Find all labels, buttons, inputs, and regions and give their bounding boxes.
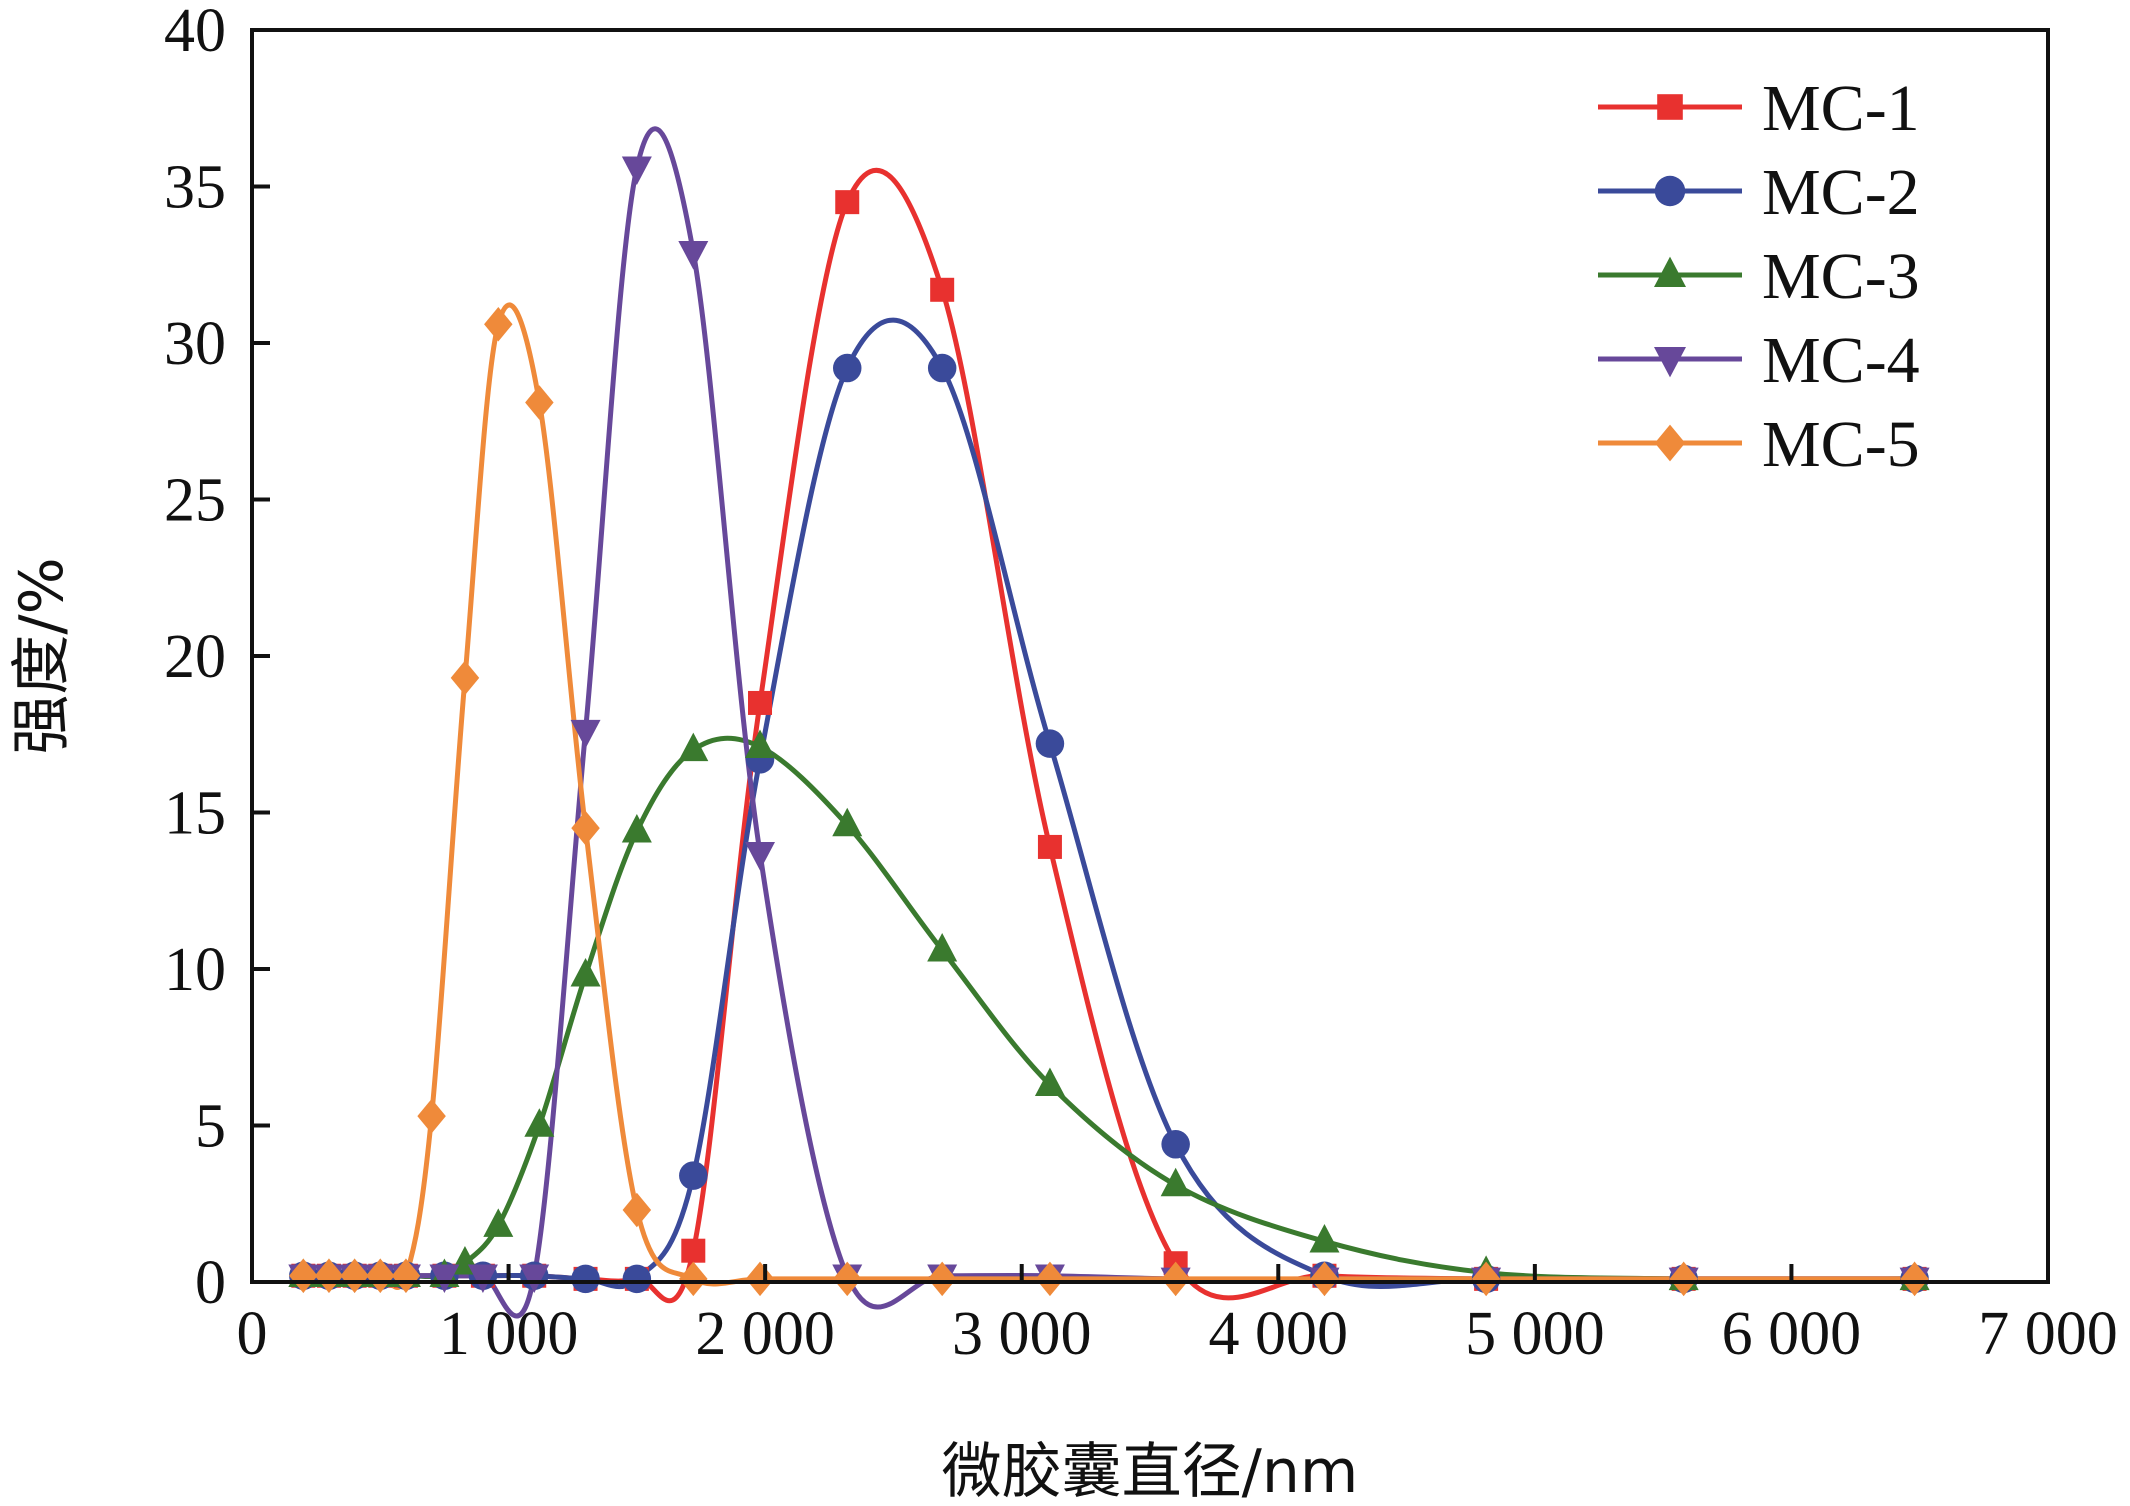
y-tick-label: 30 bbox=[164, 310, 226, 378]
data-point-mc-5 bbox=[314, 1258, 344, 1293]
data-point-mc-1 bbox=[748, 690, 773, 715]
data-point-mc-5 bbox=[1669, 1261, 1698, 1297]
y-tick-label: 40 bbox=[164, 0, 226, 65]
data-point-mc-2 bbox=[571, 1264, 600, 1294]
legend-marker-mc-1 bbox=[1657, 94, 1683, 120]
data-point-mc-4 bbox=[678, 240, 709, 270]
legend-marker-mc-5 bbox=[1654, 424, 1686, 462]
data-point-mc-2 bbox=[1035, 729, 1065, 758]
data-point-mc-5 bbox=[927, 1261, 957, 1297]
data-point-mc-4 bbox=[621, 156, 652, 185]
data-point-mc-5 bbox=[1900, 1261, 1929, 1297]
data-point-mc-3 bbox=[621, 814, 652, 843]
legend-label: MC-3 bbox=[1762, 240, 1920, 313]
data-point-mc-5 bbox=[679, 1261, 708, 1297]
x-axis-title: 微胶囊直径/nm bbox=[942, 1437, 1359, 1506]
data-point-mc-1 bbox=[835, 190, 860, 215]
x-tick-label: 1 000 bbox=[439, 1300, 579, 1368]
data-point-mc-4 bbox=[570, 719, 601, 749]
data-point-mc-2 bbox=[927, 353, 957, 383]
legend-label: MC-1 bbox=[1762, 72, 1920, 145]
data-point-mc-5 bbox=[289, 1258, 318, 1293]
data-point-mc-4 bbox=[429, 1264, 460, 1293]
data-point-mc-5 bbox=[622, 1192, 652, 1228]
y-tick-label: 5 bbox=[195, 1093, 226, 1161]
data-point-mc-3 bbox=[832, 807, 863, 837]
data-point-mc-4 bbox=[519, 1264, 550, 1293]
legend-marker-mc-2 bbox=[1654, 175, 1686, 207]
axis-ticks bbox=[250, 28, 2050, 1284]
data-point-mc-1 bbox=[930, 277, 955, 302]
x-tick-label: 6 000 bbox=[1722, 1300, 1862, 1368]
y-tick-label: 25 bbox=[164, 467, 226, 535]
x-tick-label: 4 000 bbox=[1209, 1300, 1349, 1368]
data-point-mc-3 bbox=[483, 1208, 514, 1237]
data-point-mc-2 bbox=[1161, 1130, 1190, 1159]
x-tick-label: 5 000 bbox=[1465, 1300, 1605, 1368]
data-point-mc-2 bbox=[622, 1264, 652, 1294]
series-curves bbox=[303, 126, 1915, 1319]
data-point-mc-5 bbox=[1310, 1261, 1339, 1297]
y-tick-label: 20 bbox=[164, 623, 226, 691]
data-point-mc-4 bbox=[467, 1264, 498, 1293]
legend-label: MC-5 bbox=[1762, 408, 1920, 481]
legend-marker-mc-4 bbox=[1654, 347, 1686, 378]
y-axis-title: 强度/% bbox=[7, 557, 77, 754]
legend: MC-1 MC-2 MC-3 MC-4 MC-5 bbox=[1598, 72, 1920, 481]
data-point-mc-3 bbox=[524, 1108, 555, 1137]
x-tick-label: 7 000 bbox=[1978, 1300, 2118, 1368]
data-point-mc-5 bbox=[417, 1098, 446, 1134]
data-point-mc-2 bbox=[832, 353, 862, 383]
data-point-mc-5 bbox=[1471, 1261, 1501, 1297]
data-point-mc-5 bbox=[366, 1258, 395, 1293]
data-point-mc-4 bbox=[745, 841, 776, 871]
data-point-mc-3 bbox=[1309, 1224, 1340, 1253]
data-point-mc-5 bbox=[391, 1258, 421, 1293]
data-point-mc-2 bbox=[679, 1161, 708, 1190]
data-point-mc-3 bbox=[1034, 1067, 1065, 1097]
legend-label: MC-4 bbox=[1762, 324, 1920, 397]
data-point-mc-5 bbox=[1035, 1261, 1065, 1297]
data-point-mc-1 bbox=[1037, 834, 1062, 859]
legend-label: MC-2 bbox=[1762, 156, 1920, 229]
data-point-mc-5 bbox=[1161, 1261, 1190, 1297]
data-point-mc-3 bbox=[678, 732, 709, 762]
y-tick-label: 15 bbox=[164, 780, 226, 848]
series-markers bbox=[288, 156, 1930, 1297]
x-tick-label: 2 000 bbox=[695, 1300, 835, 1368]
data-point-mc-5 bbox=[450, 660, 480, 696]
axis-tick-labels: 0 1 000 2 000 3 000 4 000 5 000 6 000 7 000 0 5 10… bbox=[164, 0, 2118, 1368]
legend-marker-mc-3 bbox=[1654, 256, 1686, 287]
y-tick-label: 0 bbox=[195, 1249, 226, 1317]
y-tick-label: 35 bbox=[164, 154, 226, 222]
y-tick-label: 10 bbox=[164, 936, 226, 1004]
data-point-mc-5 bbox=[484, 306, 513, 342]
data-point-mc-5 bbox=[745, 1261, 775, 1297]
data-point-mc-5 bbox=[525, 385, 554, 420]
data-point-mc-3 bbox=[745, 729, 776, 759]
data-point-mc-3 bbox=[570, 958, 601, 987]
x-tick-label: 0 bbox=[237, 1300, 268, 1368]
data-point-mc-5 bbox=[571, 810, 600, 846]
data-point-mc-5 bbox=[340, 1258, 369, 1293]
x-tick-label: 3 000 bbox=[952, 1300, 1092, 1368]
data-point-mc-3 bbox=[1160, 1167, 1191, 1197]
data-point-mc-1 bbox=[681, 1238, 706, 1263]
data-point-mc-5 bbox=[832, 1261, 862, 1297]
data-point-mc-3 bbox=[927, 932, 958, 962]
